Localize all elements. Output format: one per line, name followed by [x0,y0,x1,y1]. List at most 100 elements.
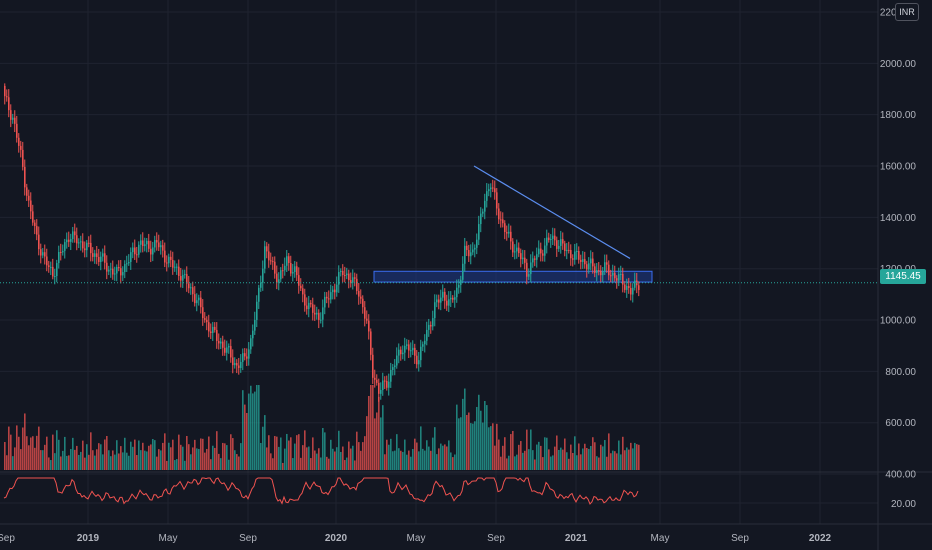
volume-bar [390,438,392,470]
candle-body [100,256,102,263]
volume-bar [154,440,156,470]
volume-bar [584,443,586,470]
candle-body [176,266,178,268]
volume-bar [522,452,524,470]
candle-body [376,379,378,383]
volume-bar [248,393,250,470]
price-tick-label: 1600.00 [880,162,917,173]
candle-body [502,219,504,224]
indicator-line [3,477,639,505]
trendline [473,165,631,259]
candle-body [558,245,560,249]
volume-bar [482,422,484,470]
volume-bar [460,417,462,470]
candle-body [218,340,220,344]
time-tick-label: Sep [239,533,257,544]
volume-bar [348,441,350,470]
volume-bar [432,437,434,470]
candle-body [310,302,312,305]
volume-bar [598,457,600,470]
candle-body [624,284,626,290]
volume-bar [170,447,172,470]
volume-bar [296,435,298,470]
volume-bar [478,394,480,470]
candle-body [210,331,212,334]
candle-body [36,226,38,235]
candle-body [240,361,242,368]
volume-bar [330,439,332,470]
volume-bar [334,451,336,470]
volume-bar [514,456,516,470]
volume-bar [300,457,302,470]
candle-body [576,250,578,252]
candle-body [482,211,484,214]
volume-bar [50,460,52,470]
time-axis[interactable]: Sep 2019 May Sep 2020 May Sep 2021 May Sep 2022 [0,533,832,544]
volume-bar [404,439,406,470]
candle-body [156,239,158,243]
volume-bar [120,446,122,470]
candle-body [54,275,56,277]
candle-body [114,273,116,275]
volume-bar [40,450,42,470]
candle-body [314,312,316,315]
volume-bar [306,447,308,470]
candle-body [126,263,128,265]
candle-body [508,231,510,234]
volume-bar [606,456,608,470]
volume-bar [536,444,538,470]
candle-body [534,258,536,260]
volume-bar [422,448,424,470]
candle-body [456,287,458,298]
volume-bar [10,434,12,470]
candle-body [238,365,240,368]
volume-bar [594,442,596,470]
volume-bar [288,440,290,470]
volume-bar [226,445,228,470]
volume-bar [44,444,46,470]
volume-bar [92,450,94,470]
volume-bar [262,426,264,470]
volume-bar [464,388,466,470]
candle-body [232,357,234,366]
volume-bar [436,454,438,470]
volume-bar [186,435,188,470]
volume-bar [84,457,86,470]
candle-body [58,252,60,264]
volume-bar [476,406,478,470]
volume-bar [454,454,456,470]
candle-body [134,247,136,255]
candle-body [174,266,176,268]
candle-body [322,307,324,320]
volume-bar [90,432,92,470]
candle-body [152,247,154,255]
volume-bar [278,446,280,470]
candle-body [406,344,408,346]
drawing-overlay[interactable] [0,165,878,284]
candle-body [90,242,92,254]
candle-body [460,279,462,285]
volume-bar [270,453,272,470]
candle-body [320,319,322,321]
volume-bar [626,447,628,470]
support-zone[interactable] [373,270,653,283]
candle-body [338,272,340,285]
candle-body [478,224,480,240]
candle-body [496,192,498,209]
volume-bar [442,445,444,470]
currency-button[interactable]: INR [895,3,919,21]
candle-body [452,297,454,300]
candle-body [354,277,356,279]
candle-body [306,305,308,310]
volume-bar [188,444,190,470]
candle-body [450,297,452,300]
candle-body [106,262,108,272]
volume-bar [240,443,242,470]
volume-bar [208,436,210,470]
volume-bar [30,437,32,470]
volume-bar [582,448,584,470]
candle-body [434,302,436,319]
volume-bar [286,433,288,470]
candle-body [32,211,34,223]
